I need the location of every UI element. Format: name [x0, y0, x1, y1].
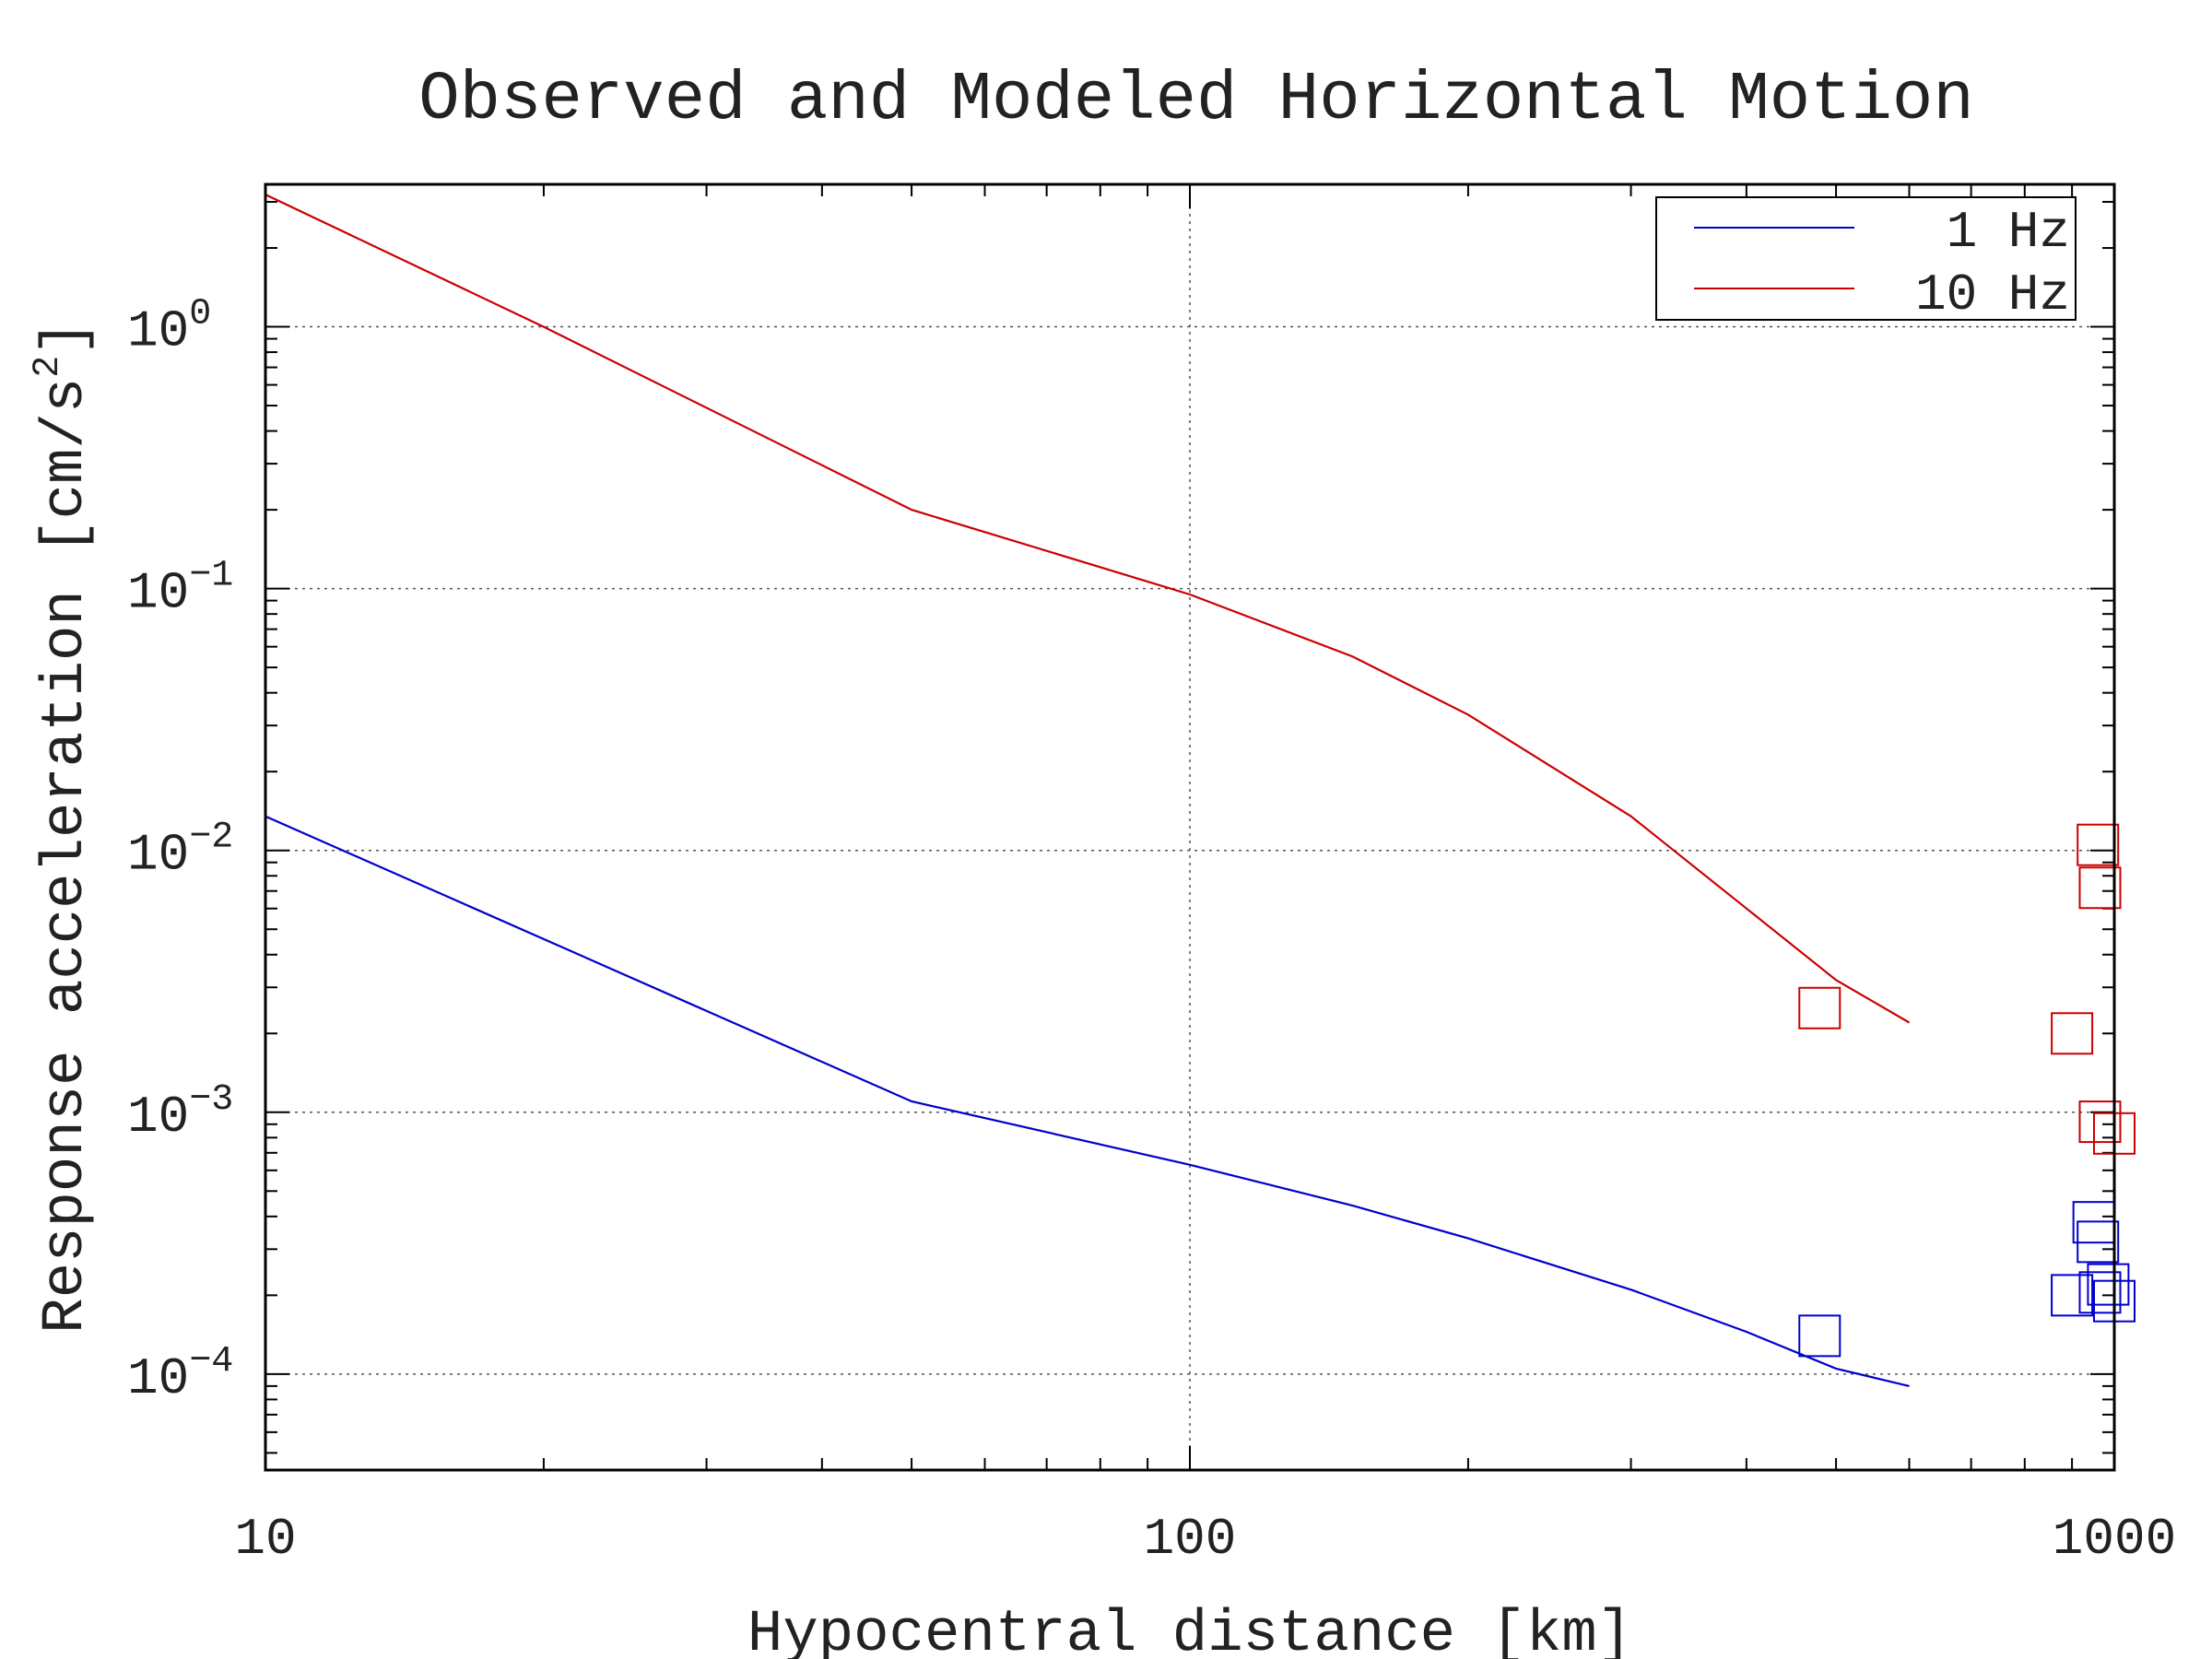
y-axis-title-end: ]: [33, 320, 100, 355]
y-axis-title-main: Response acceleration [cm/s: [33, 378, 100, 1334]
y-tick-label: 10−4: [127, 1341, 233, 1408]
x-tick-label: 100: [1144, 1510, 1237, 1569]
y-tick-base: 10: [127, 302, 189, 361]
grid: [265, 184, 2114, 1470]
observed-point-1hz: [2077, 1220, 2120, 1264]
x-tick-labels: 10 100 1000: [234, 1510, 2176, 1569]
observed-point-10hz: [2078, 1100, 2122, 1144]
y-tick-base: 10: [127, 1349, 189, 1408]
y-tick-exponent: 0: [189, 294, 211, 335]
legend-box: [1655, 196, 2077, 321]
legend-label-10hz: 10 Hz: [1915, 265, 2070, 324]
observed-point-10hz: [2077, 823, 2120, 866]
y-tick-base: 10: [127, 826, 189, 885]
observed-point-1hz: [1798, 1314, 1841, 1358]
y-tick-label: 10−1: [127, 556, 233, 623]
y-tick-label: 10−2: [127, 818, 233, 885]
observed-point-1hz: [2051, 1274, 2094, 1317]
minor-ticks: [265, 184, 2115, 1470]
chart-title: Observed and Modeled Horizontal Motion: [418, 62, 1973, 139]
y-tick-exponent: −1: [189, 556, 233, 597]
y-tick-exponent: −3: [189, 1079, 233, 1121]
y-axis-title-sup: 2: [28, 356, 69, 378]
y-tick-base: 10: [127, 564, 189, 623]
y-tick-exponent: −4: [189, 1341, 233, 1382]
x-tick-label: 1000: [2053, 1510, 2176, 1569]
observed-point-1hz: [2087, 1263, 2130, 1306]
observed-point-10hz: [1798, 986, 1841, 1030]
y-axis-title: Response acceleration [cm/s2]: [28, 320, 100, 1333]
y-tick-base: 10: [127, 1088, 189, 1147]
x-tick-label: 10: [234, 1510, 296, 1569]
plot-frame: [264, 182, 2116, 1472]
x-axis-title: Hypocentral distance [km]: [747, 1602, 1632, 1659]
legend: 1 Hz 10 Hz: [1655, 196, 2077, 324]
observed-point-1hz: [2078, 1271, 2122, 1314]
y-tick-exponent: −2: [189, 818, 233, 859]
series-line-10hz: [265, 194, 1911, 1024]
y-tick-label: 100: [127, 294, 211, 361]
legend-label-1hz: 1 Hz: [1947, 203, 2070, 262]
observed-point-10hz: [2078, 866, 2122, 910]
y-tick-label: 10−3: [127, 1079, 233, 1147]
observed-point-10hz: [2051, 1012, 2094, 1055]
